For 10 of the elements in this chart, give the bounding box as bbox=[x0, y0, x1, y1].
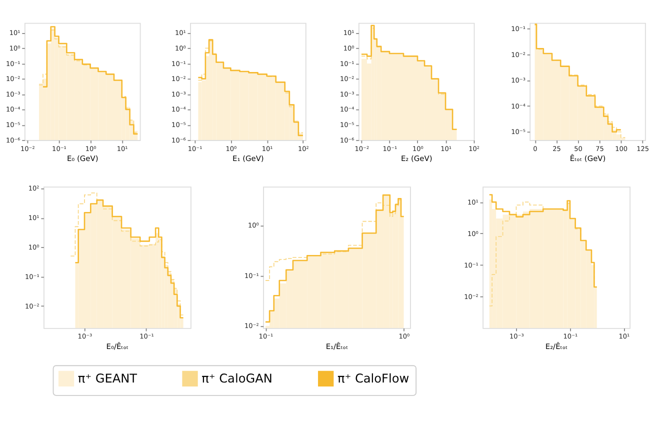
x-axis-title: E₁ (GeV) bbox=[232, 154, 264, 163]
x-axis-title: E₀/Êₜₒₜ bbox=[106, 342, 129, 351]
legend-label: π⁺ GEANT bbox=[78, 371, 138, 386]
x-axis-title: E₂ (GeV) bbox=[400, 154, 432, 163]
x-axis-title: E₂/Êₜₒₜ bbox=[545, 342, 568, 351]
x-axis-title: Êₜₒₜ (GeV) bbox=[570, 154, 606, 163]
x-axis-title: E₀ (GeV) bbox=[66, 154, 98, 163]
legend-label: π⁺ CaloFlow bbox=[337, 371, 410, 386]
legend-label: π⁺ CaloGAN bbox=[202, 371, 272, 386]
x-axis-title: E₁/Êₜₒₜ bbox=[326, 342, 348, 351]
